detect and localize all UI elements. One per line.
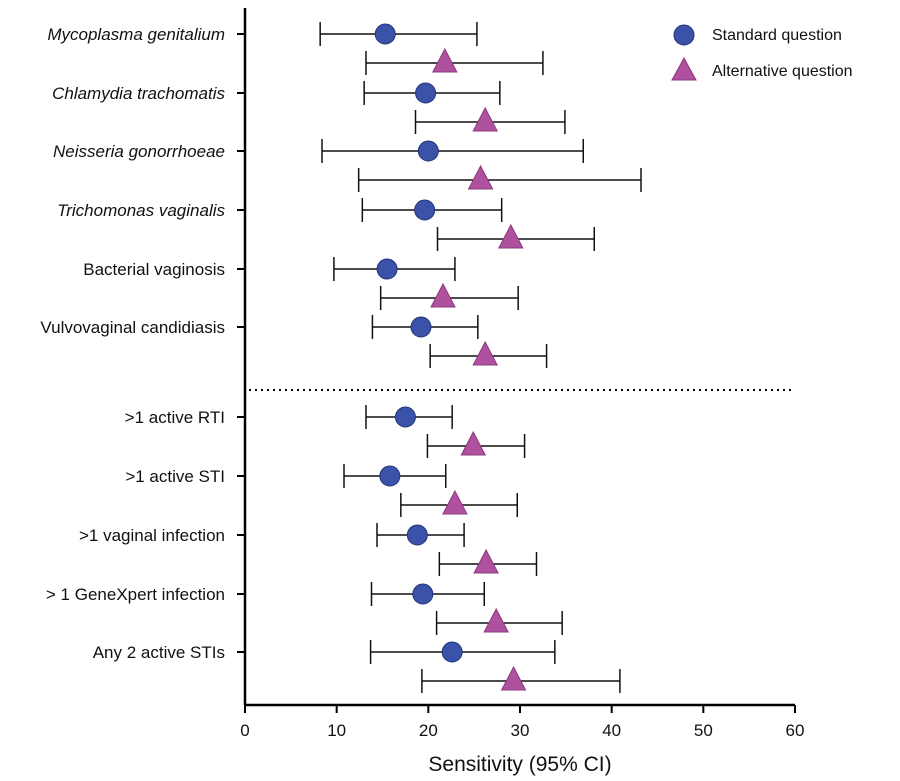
x-axis-title: Sensitivity (95% CI) [428,753,611,776]
standard-point [394,406,416,428]
alternative-point [483,607,509,633]
x-tick-label: 40 [602,721,621,740]
standard-ci-bar [321,139,584,163]
standard-point [414,199,436,221]
alternative-point [430,282,456,308]
x-tick-label: 10 [327,721,346,740]
standard-point [417,140,439,162]
alternative-point [500,665,527,691]
category-label: >1 active RTI [125,408,225,427]
category-label: Mycoplasma genitalium [47,25,225,44]
x-tick-label: 20 [419,721,438,740]
category-label: Any 2 active STIs [93,643,225,662]
alternative-point [432,47,458,73]
standard-point [376,258,398,280]
alternative-point [473,548,499,574]
legend: Standard question Alternative question [671,24,853,81]
legend-label-alternative: Alternative question [712,63,853,80]
alternative-point [467,164,494,190]
category-label: > 1 GeneXpert infection [46,585,225,604]
category-label: Trichomonas vaginalis [57,201,225,220]
category-label: Bacterial vaginosis [83,260,225,279]
legend-label-standard: Standard question [712,27,842,44]
x-tick-label: 30 [511,721,530,740]
alternative-ci-bar [357,168,642,192]
category-label: Vulvovaginal candidiasis [40,318,225,337]
legend-triangle-marker [671,56,697,81]
plot-area: 0 10 20 30 40 50 60 Mycoplasma genitalium Chlamy… [40,8,804,740]
standard-point [441,641,463,663]
standard-point [379,465,401,487]
alternative-point [472,106,498,132]
category-label: Chlamydia trachomatis [52,84,225,103]
x-tick-label: 60 [786,721,805,740]
alternative-point [460,430,487,456]
category-label: >1 vaginal infection [79,526,225,545]
standard-point [410,316,432,338]
alternative-point [472,340,498,366]
legend-circle-marker [673,24,695,46]
standard-point [415,82,437,104]
standard-point [406,524,428,546]
standard-ci-bar [369,640,556,664]
alternative-point [498,223,524,249]
x-tick-label: 0 [240,721,249,740]
alternative-point [442,489,468,515]
x-tick-label: 50 [694,721,713,740]
category-label: >1 active STI [125,467,225,486]
category-label: Neisseria gonorrhoeae [53,142,225,161]
standard-point [374,23,396,45]
standard-point [412,583,434,605]
standard-ci-bar [319,22,478,46]
alternative-ci-bar [365,51,544,75]
